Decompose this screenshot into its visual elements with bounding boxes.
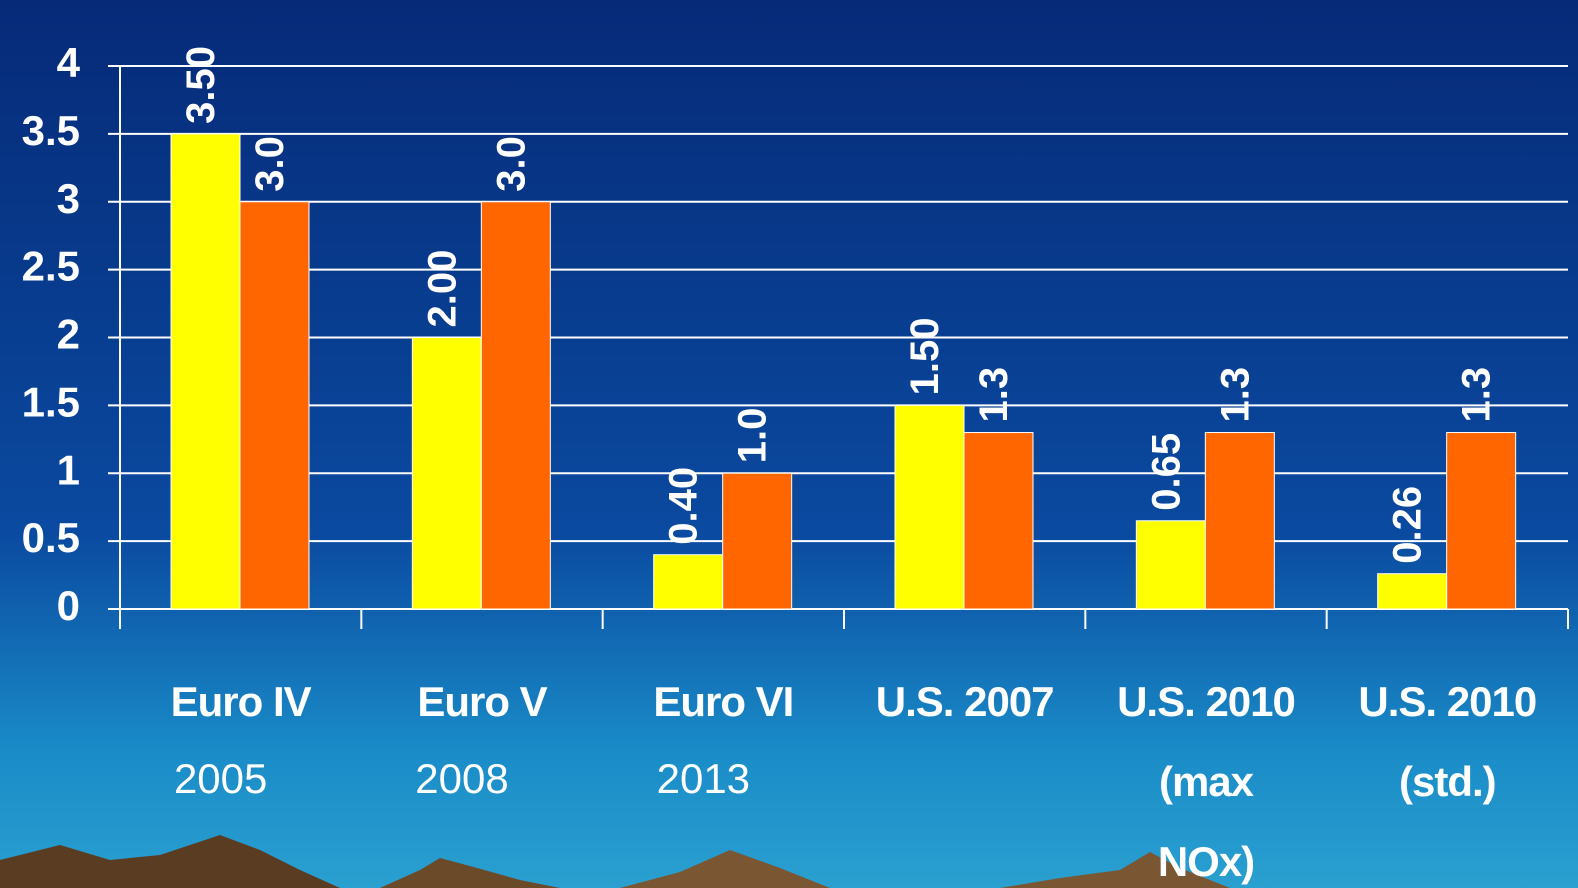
x-tick-sublabel: 2008: [415, 755, 509, 802]
value-label: 0.40: [662, 467, 706, 545]
bar: [1377, 573, 1448, 610]
x-tick-label: Euro VI: [653, 678, 794, 725]
bar: [894, 404, 965, 610]
value-label: 0.26: [1386, 486, 1430, 564]
value-label: 1.3: [1213, 367, 1257, 423]
value-label: 3.50: [179, 46, 223, 124]
bar: [1135, 520, 1206, 610]
y-tick-label: 1.5: [22, 378, 80, 425]
bar: [1446, 432, 1517, 610]
value-label: 3.0: [489, 136, 533, 192]
x-tick-label: U.S. 2007: [875, 678, 1055, 725]
bar: [170, 133, 241, 610]
bar: [722, 472, 793, 610]
y-tick-label: 3: [57, 175, 80, 222]
bar: [239, 201, 310, 610]
value-label: 0.65: [1144, 433, 1188, 511]
value-label: 3.0: [248, 136, 292, 192]
y-tick-label: 4: [57, 39, 81, 86]
y-tick-label: 2.5: [22, 243, 80, 290]
bar: [963, 432, 1034, 610]
x-tick-label: Euro V: [417, 678, 547, 725]
y-tick-label: 3.5: [22, 107, 80, 154]
value-label: 1.0: [731, 408, 775, 464]
bar: [1204, 432, 1275, 610]
x-tick-label: U.S. 2010 (std.): [1358, 678, 1537, 805]
y-tick-label: 1: [57, 446, 80, 493]
x-tick-label: Euro IV: [170, 678, 312, 725]
value-label: 1.3: [1455, 367, 1499, 423]
x-tick-label: U.S. 2010 (max NOx): [1117, 678, 1296, 885]
y-tick-label: 2: [57, 311, 80, 358]
y-tick-label: 0: [57, 582, 80, 629]
bar: [411, 337, 482, 610]
value-label: 2.00: [420, 250, 464, 328]
bar: [653, 554, 724, 610]
x-tick-sublabel: 2005: [173, 755, 268, 802]
value-label: 1.3: [972, 367, 1016, 423]
value-label: 1.50: [903, 318, 947, 396]
y-tick-label: 0.5: [22, 514, 80, 561]
mountains: [0, 835, 1230, 888]
x-tick-sublabel: 2013: [656, 755, 751, 802]
bar: [480, 201, 551, 610]
